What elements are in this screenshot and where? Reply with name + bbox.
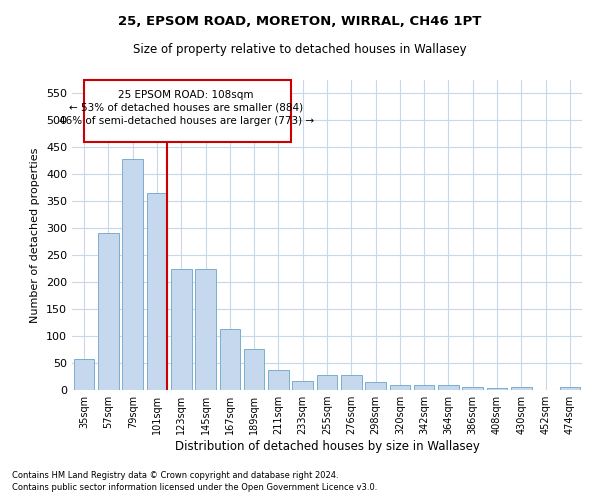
Bar [438, 384, 459, 390]
Y-axis label: Number of detached properties: Number of detached properties [31, 148, 40, 322]
Text: Size of property relative to detached houses in Wallasey: Size of property relative to detached ho… [133, 42, 467, 56]
Text: 25 EPSOM ROAD: 108sqm: 25 EPSOM ROAD: 108sqm [118, 90, 254, 100]
Bar [463, 388, 483, 390]
Bar [292, 381, 313, 390]
Bar [341, 376, 362, 390]
Text: 46% of semi-detached houses are larger (773) →: 46% of semi-detached houses are larger (… [59, 116, 314, 126]
Text: 25, EPSOM ROAD, MORETON, WIRRAL, CH46 1PT: 25, EPSOM ROAD, MORETON, WIRRAL, CH46 1P… [118, 15, 482, 28]
Bar [365, 382, 386, 390]
Bar [511, 388, 532, 390]
Text: Contains public sector information licensed under the Open Government Licence v3: Contains public sector information licen… [12, 484, 377, 492]
Bar [171, 268, 191, 390]
Text: ← 53% of detached houses are smaller (884): ← 53% of detached houses are smaller (88… [69, 102, 303, 113]
Bar [74, 360, 94, 390]
Text: Contains HM Land Registry data © Crown copyright and database right 2024.: Contains HM Land Registry data © Crown c… [12, 471, 338, 480]
FancyBboxPatch shape [83, 80, 290, 142]
Bar [195, 268, 216, 390]
Bar [146, 193, 167, 390]
X-axis label: Distribution of detached houses by size in Wallasey: Distribution of detached houses by size … [175, 440, 479, 453]
Bar [487, 388, 508, 390]
Bar [414, 384, 434, 390]
Bar [389, 384, 410, 390]
Bar [244, 349, 265, 390]
Bar [268, 370, 289, 390]
Bar [317, 376, 337, 390]
Bar [220, 329, 240, 390]
Bar [122, 160, 143, 390]
Bar [98, 232, 119, 390]
Bar [560, 388, 580, 390]
